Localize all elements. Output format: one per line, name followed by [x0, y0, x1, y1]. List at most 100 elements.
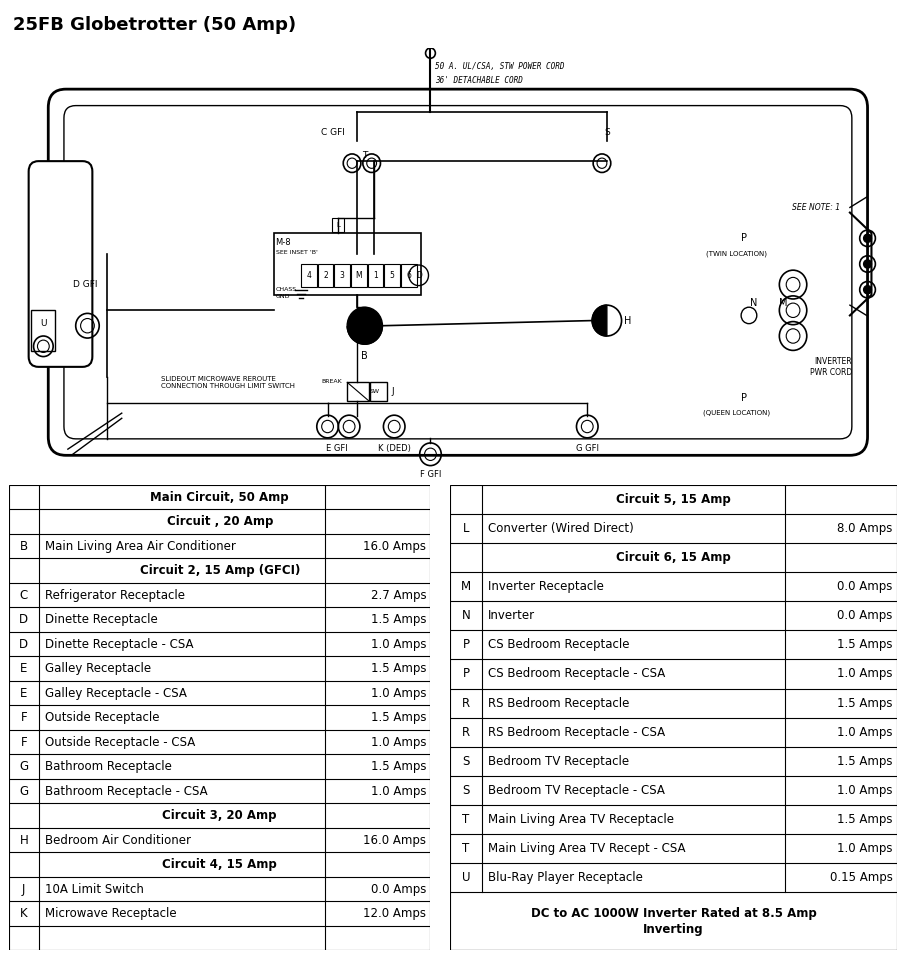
Text: L: L: [463, 522, 469, 535]
Text: Circuit 4, 15 Amp: Circuit 4, 15 Amp: [162, 858, 277, 871]
Text: P: P: [741, 393, 747, 402]
Text: E: E: [20, 662, 27, 675]
Text: Inverter Receptacle: Inverter Receptacle: [488, 580, 604, 593]
Circle shape: [863, 234, 872, 243]
Text: H: H: [624, 316, 631, 325]
Text: 36' DETACHABLE CORD: 36' DETACHABLE CORD: [436, 77, 524, 85]
Text: Bedroom Air Conditioner: Bedroom Air Conditioner: [45, 833, 191, 847]
Circle shape: [863, 260, 872, 268]
Text: Circuit 5, 15 Amp: Circuit 5, 15 Amp: [616, 492, 731, 506]
Text: G: G: [19, 784, 28, 798]
Polygon shape: [593, 305, 607, 336]
Text: 1.5 Amps: 1.5 Amps: [371, 613, 426, 626]
Text: S: S: [462, 755, 469, 768]
Text: 1.0 Amps: 1.0 Amps: [837, 726, 892, 738]
Text: Converter (Wired Direct): Converter (Wired Direct): [488, 522, 634, 535]
FancyBboxPatch shape: [29, 161, 92, 367]
Bar: [352, 264, 367, 287]
Text: J: J: [391, 387, 394, 396]
Text: Outside Receptacle: Outside Receptacle: [45, 711, 159, 724]
Text: 2.7 Amps: 2.7 Amps: [371, 588, 426, 602]
Text: Blu-Ray Player Receptacle: Blu-Ray Player Receptacle: [488, 871, 643, 884]
Text: T: T: [462, 842, 469, 855]
Text: CHASS: CHASS: [275, 287, 297, 292]
Text: S: S: [462, 784, 469, 797]
Text: M-8: M-8: [275, 238, 291, 248]
Text: SEE INSET 'B': SEE INSET 'B': [275, 250, 317, 254]
Text: 0.0 Amps: 0.0 Amps: [837, 580, 892, 593]
Text: G: G: [19, 760, 28, 773]
FancyBboxPatch shape: [48, 89, 868, 455]
Bar: [333, 218, 344, 232]
Text: E GFI: E GFI: [326, 444, 348, 453]
Text: 1.5 Amps: 1.5 Amps: [837, 755, 892, 768]
Text: H: H: [19, 833, 28, 847]
Text: Main Living Area Air Conditioner: Main Living Area Air Conditioner: [45, 540, 236, 553]
Text: RS Bedroom Receptacle: RS Bedroom Receptacle: [488, 697, 630, 709]
Polygon shape: [347, 325, 382, 345]
Text: 1.5 Amps: 1.5 Amps: [837, 638, 892, 651]
Text: 0.0 Amps: 0.0 Amps: [837, 610, 892, 622]
Text: L: L: [336, 222, 341, 228]
Text: M: M: [779, 299, 787, 308]
Text: 1.5 Amps: 1.5 Amps: [371, 760, 426, 773]
Text: N: N: [461, 610, 470, 622]
Text: 4: 4: [306, 271, 312, 279]
Text: (TWIN LOCATION): (TWIN LOCATION): [706, 251, 766, 257]
Text: 1: 1: [373, 271, 378, 279]
Text: P: P: [462, 667, 469, 681]
Bar: [301, 264, 317, 287]
Text: Circuit 3, 20 Amp: Circuit 3, 20 Amp: [162, 809, 277, 822]
Text: D: D: [19, 613, 28, 626]
Text: P: P: [462, 638, 469, 651]
Text: R: R: [462, 726, 470, 738]
Text: 8.0 Amps: 8.0 Amps: [837, 522, 892, 535]
Text: GND: GND: [275, 294, 290, 299]
Text: T: T: [462, 813, 469, 826]
Bar: [347, 382, 369, 401]
Text: Circuit , 20 Amp: Circuit , 20 Amp: [167, 516, 273, 528]
Text: M: M: [461, 580, 471, 593]
Text: Refrigerator Receptacle: Refrigerator Receptacle: [45, 588, 185, 602]
Text: F: F: [21, 735, 27, 749]
Text: F: F: [21, 711, 27, 724]
Bar: [31, 310, 55, 351]
Text: SLIDEOUT MICROWAVE REROUTE
CONNECTION THROUGH LIMIT SWITCH: SLIDEOUT MICROWAVE REROUTE CONNECTION TH…: [161, 375, 295, 389]
Bar: [370, 382, 388, 401]
Text: 1.0 Amps: 1.0 Amps: [371, 784, 426, 798]
Text: F GFI: F GFI: [419, 469, 441, 479]
Text: Inverter: Inverter: [488, 610, 535, 622]
Text: 2: 2: [323, 271, 328, 279]
Text: RS Bedroom Receptacle - CSA: RS Bedroom Receptacle - CSA: [488, 726, 665, 738]
Text: Bedroom TV Receptacle: Bedroom TV Receptacle: [488, 755, 630, 768]
Text: Main Living Area TV Receptacle: Main Living Area TV Receptacle: [488, 813, 674, 826]
Bar: [368, 264, 383, 287]
Text: Dinette Receptacle - CSA: Dinette Receptacle - CSA: [45, 637, 193, 651]
Text: 1.5 Amps: 1.5 Amps: [371, 662, 426, 675]
Text: 1.0 Amps: 1.0 Amps: [837, 842, 892, 855]
Text: B: B: [20, 540, 28, 553]
Text: Circuit 2, 15 Amp (GFCI): Circuit 2, 15 Amp (GFCI): [140, 564, 300, 577]
Text: G GFI: G GFI: [575, 444, 599, 453]
Text: INVERTER
PWR CORD: INVERTER PWR CORD: [810, 357, 852, 376]
Text: C GFI: C GFI: [321, 128, 344, 137]
Text: CS Bedroom Receptacle - CSA: CS Bedroom Receptacle - CSA: [488, 667, 666, 681]
Text: Outside Receptacle - CSA: Outside Receptacle - CSA: [45, 735, 195, 749]
Text: Circuit 6, 15 Amp: Circuit 6, 15 Amp: [616, 551, 731, 564]
Text: 6: 6: [407, 271, 411, 279]
Text: Dinette Receptacle: Dinette Receptacle: [45, 613, 158, 626]
Text: Galley Receptacle: Galley Receptacle: [45, 662, 151, 675]
Text: 0.0 Amps: 0.0 Amps: [371, 882, 426, 896]
Text: U: U: [40, 319, 46, 328]
Text: 25FB Globetrotter (50 Amp): 25FB Globetrotter (50 Amp): [14, 16, 296, 34]
Text: 1.5 Amps: 1.5 Amps: [371, 711, 426, 724]
Text: Main Circuit, 50 Amp: Main Circuit, 50 Amp: [150, 491, 289, 504]
Text: K (DED): K (DED): [378, 444, 410, 453]
Text: 10A Limit Switch: 10A Limit Switch: [45, 882, 144, 896]
Text: D: D: [416, 271, 421, 279]
Bar: [401, 264, 417, 287]
Text: N: N: [750, 299, 757, 308]
Text: Bathroom Receptacle - CSA: Bathroom Receptacle - CSA: [45, 784, 207, 798]
Bar: [274, 233, 420, 295]
Text: DC to AC 1000W Inverter Rated at 8.5 Amp
Inverting: DC to AC 1000W Inverter Rated at 8.5 Amp…: [531, 907, 816, 936]
